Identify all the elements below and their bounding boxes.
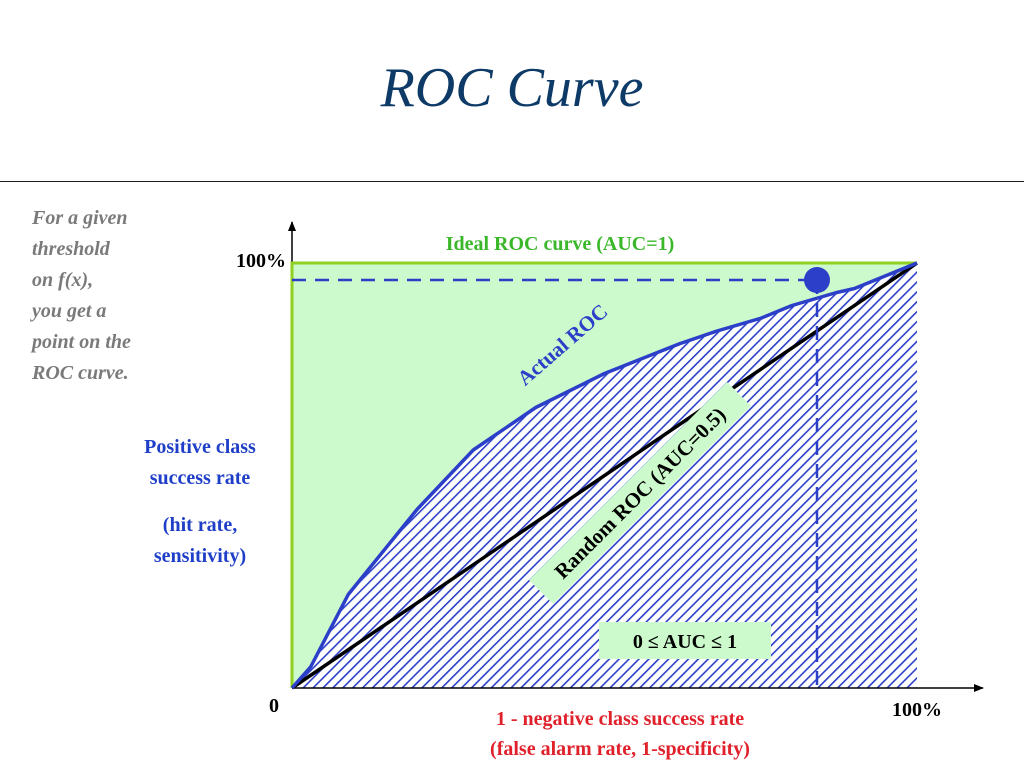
auc-range-label: 0 ≤ AUC ≤ 1	[633, 631, 737, 653]
side-note-line: threshold	[32, 238, 110, 260]
side-note-line: ROC curve.	[32, 362, 129, 384]
random-roc-line	[291, 261, 918, 690]
tick-origin: 0	[269, 695, 279, 717]
y-axis-caption: Positive class success rate	[110, 432, 290, 494]
auc-range-box-bg	[599, 622, 771, 659]
side-note-line: on f(x),	[32, 269, 94, 291]
y-axis-caption-sub-line: (hit rate,	[162, 514, 238, 536]
threshold-point	[804, 267, 830, 293]
title-divider	[0, 181, 1024, 182]
tick-x-max: 100%	[892, 699, 942, 721]
y-axis-caption-line: success rate	[149, 467, 251, 489]
slide-title: ROC Curve	[380, 57, 644, 119]
side-note-line: point on the	[32, 331, 131, 353]
random-roc-label-bg	[528, 381, 752, 605]
y-axis-caption-sub: (hit rate, sensitivity)	[110, 510, 290, 572]
auc-range-box: 0 ≤ AUC ≤ 1	[599, 622, 771, 659]
actual-roc-line	[290, 261, 918, 690]
ideal-roc-label: Ideal ROC curve (AUC=1)	[446, 233, 675, 255]
side-note-line: For a given	[32, 207, 128, 229]
side-note: For a given threshold on f(x), you get a…	[32, 203, 202, 389]
y-axis-caption-sub-line: sensitivity)	[153, 545, 247, 567]
x-axis-caption: 1 - negative class success rate	[495, 708, 745, 730]
ideal-roc-line	[290, 261, 917, 688]
tick-y-max: 100%	[236, 250, 286, 272]
x-axis-caption-sub: (false alarm rate, 1-specificity)	[490, 738, 750, 760]
side-note-line: you get a	[32, 300, 107, 322]
y-axis-caption-line: Positive class	[144, 436, 256, 458]
